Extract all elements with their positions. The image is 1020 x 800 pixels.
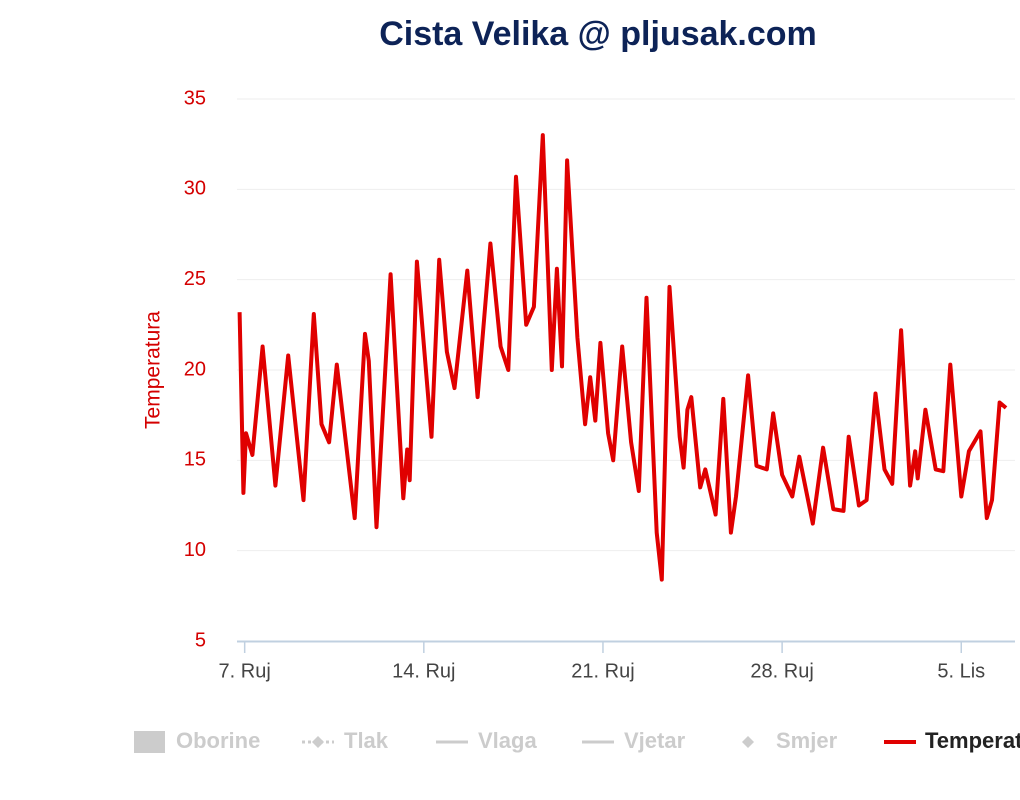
y-tick-label: 30 — [184, 178, 206, 200]
x-tick-label: 5. Lis — [937, 660, 985, 682]
legend-label: Tlak — [344, 728, 389, 753]
chart-title: Cista Velika @ pljusak.com — [379, 15, 817, 53]
x-tick-label: 21. Ruj — [571, 660, 634, 682]
x-tick-label: 7. Ruj — [219, 660, 271, 682]
legend-symbol — [742, 736, 754, 748]
y-tick-label: 25 — [184, 268, 206, 290]
y-tick-label: 10 — [184, 539, 206, 561]
x-tick-label: 14. Ruj — [392, 660, 455, 682]
y-tick-label: 20 — [184, 358, 206, 380]
legend-label: Smjer — [776, 728, 838, 753]
legend-label: Vjetar — [624, 728, 686, 753]
y-tick-label: 5 — [195, 629, 206, 651]
y-tick-label: 15 — [184, 449, 206, 471]
legend-label: Vlaga — [478, 728, 537, 753]
legend-symbol — [134, 731, 165, 753]
y-axis-title: Temperatura — [142, 311, 165, 429]
legend-label: Temperatura — [925, 728, 1020, 753]
x-tick-label: 28. Ruj — [750, 660, 813, 682]
legend-symbol — [312, 736, 324, 748]
temperature-line — [237, 133, 1008, 582]
legend-label: Oborine — [176, 728, 260, 753]
y-tick-label: 35 — [184, 87, 206, 109]
